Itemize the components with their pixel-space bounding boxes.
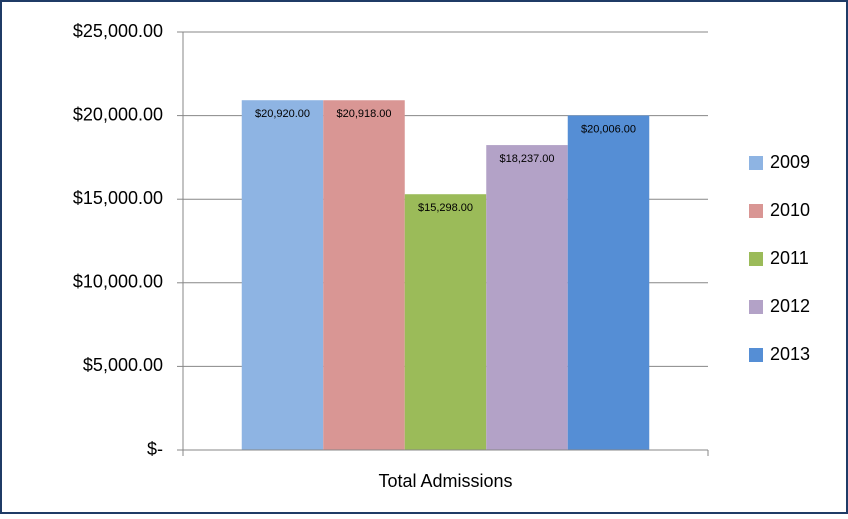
y-tick-label: $15,000.00 [73,188,163,208]
legend-label: 2009 [770,152,810,172]
y-tick-label: $20,000.00 [73,104,163,124]
value-label: $20,006.00 [581,123,636,135]
legend-swatch [749,204,763,218]
y-tick-label: $25,000.00 [73,21,163,41]
legend-label: 2013 [770,344,810,364]
x-tick-label: Total Admissions [378,471,512,491]
bar [567,115,650,450]
y-tick-label: $- [147,439,163,459]
bar [404,194,487,450]
legend-swatch [749,156,763,170]
legend-swatch [749,300,763,314]
legend-label: 2010 [770,200,810,220]
value-label: $18,237.00 [499,153,554,165]
legend-swatch [749,348,763,362]
value-label: $20,920.00 [255,108,310,120]
y-tick-label: $10,000.00 [73,272,163,292]
legend-label: 2012 [770,296,810,316]
legend-label: 2011 [770,248,809,268]
value-label: $15,298.00 [418,202,473,214]
y-tick-label: $5,000.00 [83,355,163,375]
bar [486,145,568,450]
bar [323,100,405,450]
value-label: $20,918.00 [336,108,391,120]
legend-swatch [749,252,763,266]
bar [241,100,324,451]
